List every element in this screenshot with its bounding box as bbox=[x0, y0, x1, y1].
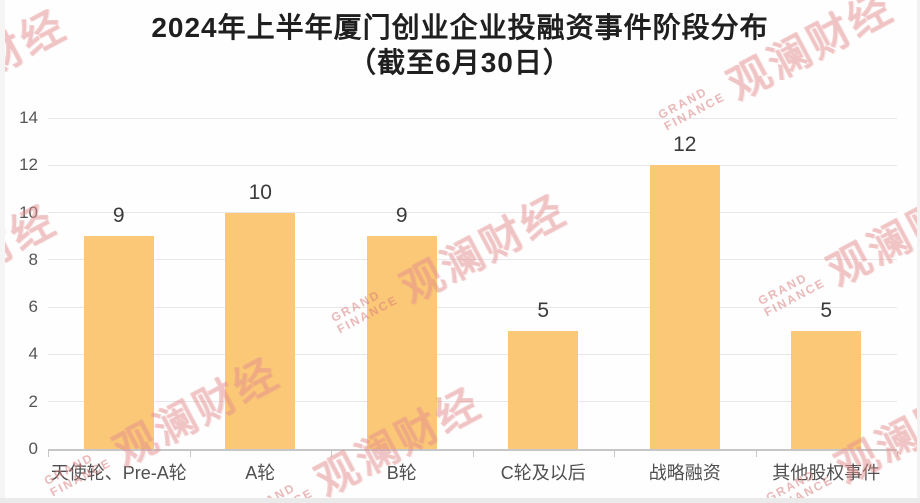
y-axis-tick-label: 2 bbox=[28, 391, 38, 411]
bar-A轮 bbox=[225, 212, 296, 449]
bar-天使轮、Pre-A轮 bbox=[83, 236, 154, 449]
x-axis-tick bbox=[614, 451, 615, 457]
x-axis-category-label: C轮及以后 bbox=[500, 463, 586, 483]
bar-战略融资 bbox=[649, 165, 720, 449]
y-axis-tick-label: 4 bbox=[28, 344, 38, 364]
watermark-cn-text: 观澜财经 bbox=[819, 169, 920, 296]
x-axis-line bbox=[48, 449, 897, 451]
x-axis-tick bbox=[472, 451, 474, 457]
y-axis-tick-label: 10 bbox=[19, 202, 38, 222]
bar-value-label: 9 bbox=[112, 204, 125, 228]
image-edge-left bbox=[0, 0, 5, 503]
gridline-y12 bbox=[48, 164, 897, 166]
bar-B轮 bbox=[366, 236, 437, 449]
gridline-y10 bbox=[48, 212, 897, 214]
x-axis-category-label: 天使轮、Pre-A轮 bbox=[50, 463, 187, 483]
x-axis-category-label: 战略融资 bbox=[648, 463, 721, 483]
bar-value-label: 5 bbox=[820, 298, 833, 322]
x-axis-tick bbox=[331, 451, 332, 457]
x-axis-tick bbox=[189, 451, 191, 457]
bar-C轮及以后 bbox=[508, 330, 579, 449]
image-edge-bottom bbox=[0, 498, 920, 503]
x-axis-category-label: B轮 bbox=[386, 463, 417, 483]
x-axis-tick bbox=[48, 451, 49, 457]
x-axis-tick bbox=[755, 451, 757, 457]
y-axis-tick-label: 6 bbox=[28, 297, 38, 317]
gridline-y6 bbox=[48, 306, 897, 308]
chart-title: 2024年上半年厦门创业企业投融资事件阶段分布 （截至6月30日） bbox=[0, 10, 920, 80]
gridline-y2 bbox=[48, 401, 897, 403]
y-axis-tick-label: 0 bbox=[28, 439, 38, 458]
x-axis-category-label: 其他股权事件 bbox=[772, 463, 881, 483]
image-edge-right bbox=[917, 0, 920, 503]
y-axis-tick-label: 14 bbox=[19, 108, 38, 127]
bar-value-label: 5 bbox=[537, 298, 550, 322]
y-axis-tick-label: 12 bbox=[19, 155, 38, 175]
x-axis-category-label: A轮 bbox=[245, 463, 276, 483]
bar-value-label: 10 bbox=[248, 180, 272, 204]
gridline-y14 bbox=[48, 117, 897, 119]
bar-value-label: 9 bbox=[395, 204, 408, 228]
chart-title-line1: 2024年上半年厦门创业企业投融资事件阶段分布 bbox=[151, 12, 769, 43]
gridline-y4 bbox=[48, 353, 897, 355]
chart-title-line2: （截至6月30日） bbox=[348, 47, 572, 78]
y-axis-tick-label: 8 bbox=[28, 249, 38, 269]
bar-其他股权事件 bbox=[791, 330, 862, 449]
gridline-y8 bbox=[48, 259, 897, 261]
x-axis-tick bbox=[897, 451, 898, 457]
bar-value-label: 12 bbox=[673, 133, 697, 157]
